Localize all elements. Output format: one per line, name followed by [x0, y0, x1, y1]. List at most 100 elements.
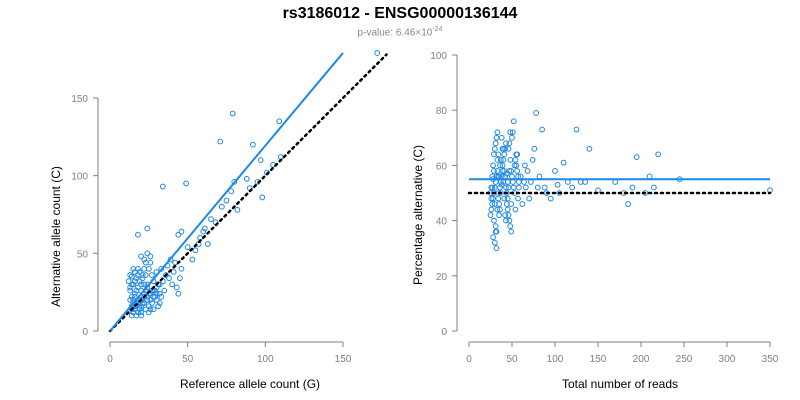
- panel1-point: [149, 272, 155, 278]
- panel2-point: [512, 156, 519, 163]
- panel1-point: [201, 225, 208, 232]
- panel2-point: [522, 162, 528, 169]
- panel2-point: [493, 134, 500, 141]
- panel2-point: [507, 223, 514, 230]
- panel1-point: [178, 265, 185, 272]
- panel2-y-tick-label: 60: [436, 161, 448, 172]
- panel2-point: [494, 156, 501, 163]
- panel1-point: [223, 197, 230, 204]
- panel1-y-tick-label: 100: [71, 172, 88, 183]
- panel2-point: [507, 156, 514, 163]
- panel1-point: [138, 309, 144, 316]
- panel1-point: [138, 303, 144, 310]
- panel2-point: [510, 184, 517, 191]
- panel1-point: [177, 275, 183, 282]
- panel2-point: [490, 195, 496, 202]
- panel2-point: [513, 162, 520, 169]
- panel1-point: [234, 206, 241, 213]
- panel1-reference-line: [108, 53, 388, 333]
- panel1-point: [276, 118, 283, 125]
- panel2-point: [490, 162, 496, 169]
- panel2-point: [554, 181, 561, 188]
- panel2-point: [503, 217, 509, 224]
- panel1-point: [131, 290, 138, 297]
- panel2-y-tick-label: 20: [436, 272, 448, 283]
- panel1-point: [144, 225, 151, 232]
- panel2-point: [491, 168, 497, 174]
- panel2-point: [503, 201, 510, 207]
- panel1-point: [166, 275, 172, 282]
- panel1-point: [135, 300, 141, 306]
- panel1-point: [250, 141, 256, 148]
- panel2-point: [519, 201, 526, 207]
- panel2-point: [533, 110, 539, 116]
- panel2-point: [536, 173, 543, 180]
- panel1-point: [229, 110, 236, 117]
- panel1-point: [175, 231, 182, 238]
- panel2-point: [505, 145, 512, 152]
- panel2-y-tick-label: 100: [430, 51, 447, 62]
- panel2-point: [488, 206, 495, 213]
- panel1-point: [136, 269, 143, 275]
- panel2-point: [526, 195, 533, 202]
- panel2-point: [506, 217, 513, 224]
- panel1-point: [144, 250, 151, 257]
- panel2-point: [529, 156, 536, 163]
- panel2-point: [507, 129, 514, 136]
- panel2-point: [509, 173, 515, 180]
- panel2-point: [505, 212, 512, 218]
- panel1-point: [138, 253, 144, 260]
- panel2-point: [509, 134, 515, 141]
- panel1-point: [145, 265, 152, 272]
- panel2-y-tick-label: 0: [441, 327, 447, 338]
- panel2-point: [503, 140, 509, 147]
- panel2-point: [502, 145, 509, 152]
- p-value-prefix: p-value: 6.46×10: [357, 27, 433, 39]
- panel1-point: [167, 256, 174, 263]
- panel1-point: [170, 269, 177, 275]
- panel1-point: [142, 272, 149, 278]
- panel2-x-tick-label: 150: [590, 354, 607, 365]
- panel1-point: [231, 178, 238, 185]
- panel1-point: [183, 180, 190, 187]
- panel2-point: [490, 234, 496, 241]
- panel2-point: [528, 179, 534, 185]
- panel2-point: [560, 159, 567, 166]
- panel1-point: [131, 293, 138, 300]
- panel1-point: [145, 309, 152, 316]
- panel1-x-tick-label: 100: [257, 354, 274, 365]
- panel2-x-tick-label: 350: [762, 354, 779, 365]
- panel2-point: [492, 228, 499, 235]
- panel2-point: [552, 168, 558, 174]
- panel2-point: [488, 184, 495, 191]
- panel2-point: [494, 206, 501, 213]
- panel1-point: [200, 228, 207, 235]
- panel1-y-tick-label: 50: [77, 249, 89, 260]
- panel2-point: [586, 145, 593, 152]
- panel1-x-tick-label: 150: [335, 354, 352, 365]
- panel1-point: [138, 297, 144, 303]
- panel1-point: [173, 284, 180, 291]
- panel1-point: [163, 272, 169, 278]
- panel2-point: [565, 179, 571, 185]
- panel2-point: [491, 239, 498, 246]
- panel1-y-tick-label: 0: [82, 327, 88, 338]
- panel2-point: [493, 245, 500, 252]
- panel2-point: [491, 151, 497, 158]
- panel1-point: [141, 265, 148, 272]
- panel1-point: [147, 306, 154, 313]
- panel2-point: [488, 195, 495, 202]
- panel1-fit-line: [109, 52, 344, 332]
- panel2-point: [492, 140, 499, 147]
- panel1-point: [161, 287, 168, 294]
- panel1-point: [259, 194, 266, 201]
- panel1-point: [184, 244, 191, 251]
- panel1-point: [159, 183, 166, 190]
- panel2-point: [541, 184, 548, 191]
- panel2-point: [534, 184, 541, 191]
- panel2-x-tick-label: 100: [547, 354, 564, 365]
- panel1-y-axis-label: Alternative allele count (C): [49, 166, 63, 307]
- panel2-point: [522, 184, 529, 191]
- panel1-point: [141, 300, 148, 306]
